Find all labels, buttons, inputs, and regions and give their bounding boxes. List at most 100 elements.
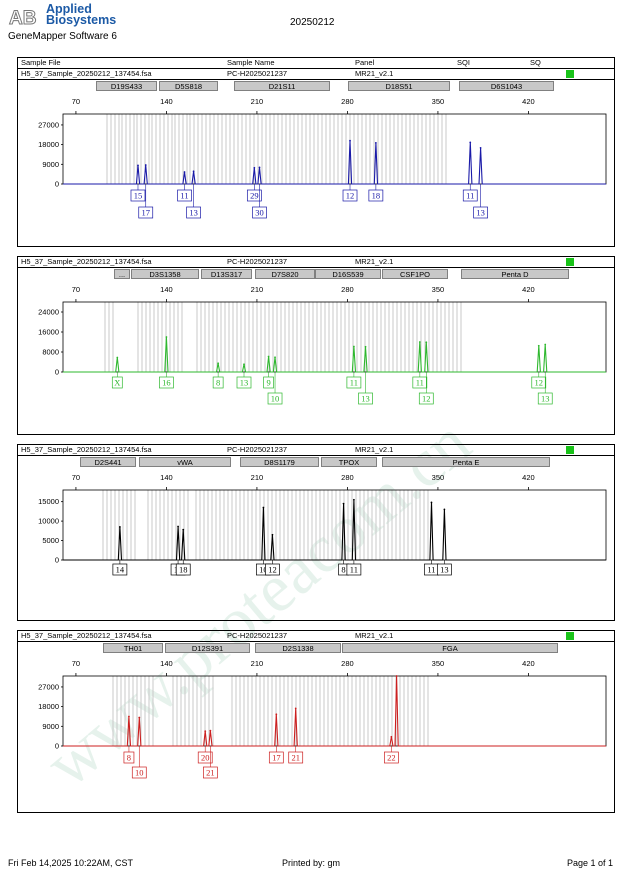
peak-point[interactable]	[374, 141, 377, 144]
allele-call-label[interactable]: 10	[131, 746, 147, 779]
allele-call-label[interactable]: 11	[177, 184, 192, 202]
marker-bar[interactable]: D16S539	[315, 269, 381, 279]
allele-call-label[interactable]: 17	[268, 746, 284, 764]
peak-point[interactable]	[118, 526, 121, 528]
peak-point[interactable]	[275, 713, 278, 716]
allele-call-label[interactable]: 22	[384, 746, 399, 764]
peak-point[interactable]	[138, 716, 141, 719]
marker-bar[interactable]: Penta E	[382, 457, 550, 467]
allele-call-label[interactable]: 13	[358, 372, 373, 405]
peak-point[interactable]	[144, 164, 147, 166]
peak-point[interactable]	[342, 502, 345, 505]
peak-point[interactable]	[479, 147, 482, 149]
peak-point[interactable]	[469, 141, 472, 144]
peak-point[interactable]	[177, 525, 179, 528]
allele-call-label[interactable]: 11	[424, 560, 439, 576]
allele-call-label[interactable]: 11	[346, 372, 362, 389]
allele-call-label[interactable]: 12	[418, 372, 434, 405]
sample-file: H5_37_Sample_20250212_137454.fsa	[21, 445, 152, 454]
marker-bar[interactable]: TPOX	[321, 457, 377, 467]
peak-point[interactable]	[209, 729, 212, 732]
allele-call-label[interactable]: 9	[263, 372, 274, 389]
marker-bar[interactable]: FGA	[342, 643, 558, 653]
peak-point[interactable]	[352, 345, 355, 348]
peak-point[interactable]	[262, 506, 265, 509]
allele-call-label[interactable]: 13	[537, 372, 553, 405]
marker-bar[interactable]: Penta D	[461, 269, 569, 279]
peak-point[interactable]	[271, 533, 274, 536]
allele-call-label[interactable]: 8	[212, 372, 224, 389]
peak-point[interactable]	[443, 508, 446, 511]
marker-bar[interactable]: D12S391	[165, 643, 250, 653]
allele-call-label[interactable]: 13	[473, 184, 488, 219]
peak-point[interactable]	[418, 341, 421, 343]
allele-call-label[interactable]: 12	[531, 372, 547, 389]
peak-point[interactable]	[352, 498, 355, 501]
peak-point[interactable]	[390, 735, 393, 738]
allele-call-label[interactable]: 11	[346, 560, 362, 576]
peak-point[interactable]	[395, 675, 398, 677]
peak-point[interactable]	[364, 345, 367, 348]
peak-point[interactable]	[217, 362, 220, 365]
allele-call-label[interactable]: 12	[265, 560, 280, 576]
allele-call-label[interactable]: 13	[186, 184, 201, 219]
marker-bar[interactable]: D19S433	[96, 81, 157, 91]
peak-point[interactable]	[253, 166, 256, 169]
peak-point[interactable]	[258, 166, 261, 169]
allele-call-label[interactable]: 17	[138, 184, 154, 219]
allele-call-label[interactable]: 13	[236, 372, 252, 389]
allele-call-label[interactable]: 18	[175, 560, 191, 576]
peak-point[interactable]	[430, 501, 433, 504]
allele-call-label[interactable]: 21	[203, 746, 218, 779]
marker-bar[interactable]: TH01	[103, 643, 163, 653]
allele-call-label[interactable]: 16	[159, 372, 174, 389]
marker-bar[interactable]: CSF1PO	[382, 269, 448, 279]
marker-bar[interactable]: D13S317	[201, 269, 252, 279]
allele-call-label[interactable]: 14	[112, 560, 128, 576]
allele-call-label[interactable]: 30	[252, 184, 267, 219]
y-tick-label: 16000	[38, 328, 59, 337]
peak-point[interactable]	[425, 341, 428, 344]
peak-point[interactable]	[183, 171, 186, 173]
peak-point[interactable]	[544, 343, 547, 346]
allele-call-label[interactable]: 11	[462, 184, 478, 202]
marker-bar[interactable]: D6S1043	[459, 81, 554, 91]
marker-bar[interactable]: vWA	[139, 457, 231, 467]
marker-bar[interactable]: D21S11	[234, 81, 330, 91]
allele-call-label[interactable]: 12	[342, 184, 358, 202]
marker-bar[interactable]: D3S1358	[131, 269, 199, 279]
allele-call-label[interactable]: 13	[437, 560, 452, 576]
allele-call-label[interactable]: 18	[368, 184, 384, 202]
allele-call-label[interactable]: 20	[197, 746, 213, 764]
allele-call-label[interactable]: 15	[130, 184, 146, 202]
peak-point[interactable]	[243, 363, 245, 366]
allele-call-label[interactable]: 11	[412, 372, 428, 389]
peak-point[interactable]	[116, 356, 119, 359]
x-tick-label: 140	[160, 659, 173, 668]
marker-bar[interactable]: D7S820	[255, 269, 315, 279]
allele-call-label[interactable]: 29	[246, 184, 262, 202]
marker-bar[interactable]: ...	[114, 269, 130, 279]
allele-call-label[interactable]: X	[111, 372, 123, 389]
x-tick-label: 140	[160, 285, 173, 294]
peak-point[interactable]	[267, 355, 270, 358]
peak-point[interactable]	[274, 356, 276, 359]
allele-call-label[interactable]: 21	[288, 746, 304, 764]
marker-bar[interactable]: D5S818	[159, 81, 218, 91]
marker-bar[interactable]: D18S51	[348, 81, 450, 91]
peak-point[interactable]	[294, 707, 297, 710]
peak-point[interactable]	[137, 164, 139, 167]
peak-point[interactable]	[537, 344, 540, 347]
peak-point[interactable]	[182, 528, 185, 531]
peak-point[interactable]	[349, 139, 351, 142]
peak-point[interactable]	[192, 170, 195, 173]
allele-call-label[interactable]: 8	[123, 746, 135, 764]
peak-point[interactable]	[204, 730, 207, 733]
peak-point[interactable]	[128, 715, 130, 718]
marker-bar[interactable]: D2S441	[80, 457, 136, 467]
peak-point[interactable]	[165, 336, 168, 338]
allele-call-label[interactable]: 10	[267, 372, 283, 405]
x-tick-label: 420	[522, 473, 535, 482]
marker-bar[interactable]: D8S1179	[240, 457, 319, 467]
marker-bar[interactable]: D2S1338	[255, 643, 341, 653]
